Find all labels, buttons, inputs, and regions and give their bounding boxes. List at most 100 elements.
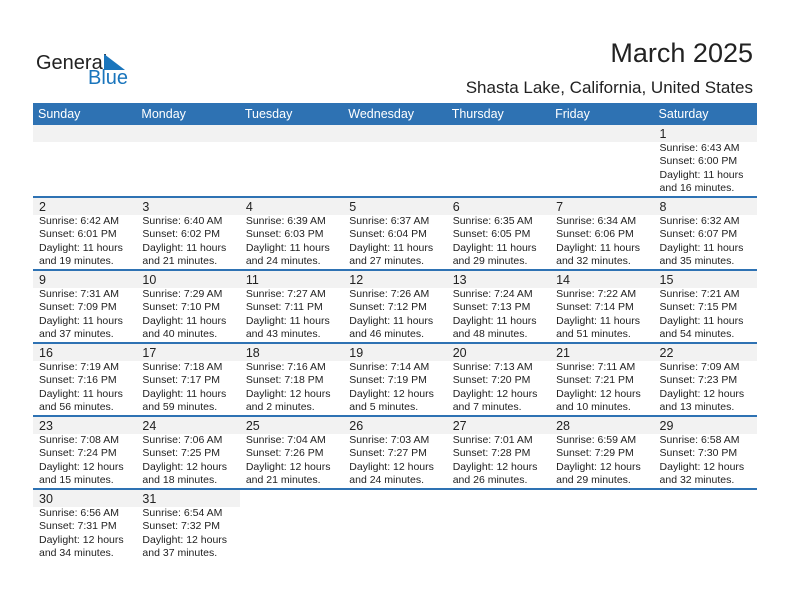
sunset-text: Sunset: 7:15 PM: [659, 301, 738, 314]
daylight-text: Daylight: 11 hours: [142, 314, 227, 327]
day-cell: 31 Sunrise: 6:54 AM Sunset: 7:32 PM Dayligh…: [136, 490, 240, 561]
calendar-grid: Sunday Monday Tuesday Wednesday Thursday Frid…: [33, 103, 757, 561]
sunrise-text: Sunrise: 6:37 AM: [349, 215, 430, 227]
day-number: 26: [343, 417, 447, 434]
minutes-text: and 51 minutes.: [556, 328, 631, 341]
sunrise-text: Sunrise: 7:13 AM: [452, 361, 533, 373]
minutes-text: and 43 minutes.: [245, 328, 321, 341]
daylight-text: Daylight: 11 hours: [659, 241, 744, 254]
daylight-text: Daylight: 11 hours: [245, 314, 330, 327]
weekday-friday: Friday: [555, 107, 590, 121]
day-cell: 19 Sunrise: 7:14 AM Sunset: 7:19 PM Dayligh…: [343, 344, 447, 415]
sunset-text: Sunset: 7:29 PM: [556, 447, 634, 460]
sunrise-text: Sunrise: 7:26 AM: [349, 288, 430, 300]
sunrise-text: Sunrise: 7:19 AM: [39, 361, 119, 373]
day-cell: 25 Sunrise: 7:04 AM Sunset: 7:26 PM Dayligh…: [239, 417, 344, 488]
minutes-text: and 18 minutes.: [142, 474, 218, 487]
empty-cell: [447, 490, 550, 561]
day-number: [447, 490, 550, 507]
day-cell: 3 Sunrise: 6:40 AM Sunset: 6:02 PM Daylight…: [136, 198, 240, 269]
daylight-text: Daylight: 11 hours: [556, 241, 640, 254]
sunrise-text: Sunrise: 7:08 AM: [39, 434, 119, 446]
day-number: [239, 125, 344, 142]
sunrise-text: Sunrise: 7:03 AM: [349, 434, 430, 446]
day-number: [550, 125, 654, 142]
day-number: 8: [653, 198, 757, 215]
empty-cell: [240, 490, 343, 561]
daylight-text: Daylight: 11 hours: [659, 168, 744, 181]
sunset-text: Sunset: 7:21 PM: [556, 374, 634, 387]
week-row: 16 Sunrise: 7:19 AM Sunset: 7:16 PM Dayligh…: [33, 344, 757, 417]
day-number: 9: [33, 271, 137, 288]
day-cell: 21 Sunrise: 7:11 AM Sunset: 7:21 PM Dayligh…: [550, 344, 654, 415]
daylight-text: Daylight: 11 hours: [556, 314, 640, 327]
minutes-text: and 32 minutes.: [659, 474, 735, 487]
day-cell: 20 Sunrise: 7:13 AM Sunset: 7:20 PM Dayligh…: [446, 344, 551, 415]
sunset-text: Sunset: 7:19 PM: [349, 374, 427, 387]
minutes-text: and 7 minutes.: [452, 401, 522, 414]
weekday-header: Sunday Monday Tuesday Wednesday Thursday Frid…: [33, 103, 757, 125]
day-cell: 7 Sunrise: 6:34 AM Sunset: 6:06 PM Daylight…: [550, 198, 654, 269]
day-number: 30: [33, 490, 137, 507]
day-cell: 23 Sunrise: 7:08 AM Sunset: 7:24 PM Dayligh…: [33, 417, 137, 488]
daylight-text: Daylight: 11 hours: [452, 241, 537, 254]
sunset-text: Sunset: 6:07 PM: [659, 228, 738, 241]
sunrise-text: Sunrise: 6:35 AM: [452, 215, 533, 227]
minutes-text: and 54 minutes.: [659, 328, 735, 341]
minutes-text: and 59 minutes.: [142, 401, 218, 414]
sunrise-text: Sunrise: 7:06 AM: [142, 434, 223, 446]
sunset-text: Sunset: 7:31 PM: [39, 520, 117, 533]
minutes-text: and 48 minutes.: [452, 328, 528, 341]
location-subtitle: Shasta Lake, California, United States: [465, 78, 753, 97]
sunrise-text: Sunrise: 7:21 AM: [659, 288, 740, 300]
day-cell: 22 Sunrise: 7:09 AM Sunset: 7:23 PM Dayligh…: [653, 344, 757, 415]
minutes-text: and 40 minutes.: [142, 328, 218, 341]
sunset-text: Sunset: 7:16 PM: [39, 374, 117, 387]
day-cell: 12 Sunrise: 7:26 AM Sunset: 7:12 PM Dayligh…: [343, 271, 447, 342]
day-number: 21: [550, 344, 654, 361]
day-cell: 1 Sunrise: 6:43 AM Sunset: 6:00 PM Daylight…: [653, 125, 757, 196]
minutes-text: and 37 minutes.: [39, 328, 114, 341]
day-number: 22: [653, 344, 757, 361]
day-number: 18: [239, 344, 344, 361]
day-number: 4: [239, 198, 344, 215]
sunrise-text: Sunrise: 6:54 AM: [142, 507, 223, 519]
sunrise-text: Sunrise: 6:59 AM: [556, 434, 637, 446]
day-cell: 16 Sunrise: 7:19 AM Sunset: 7:16 PM Dayligh…: [33, 344, 137, 415]
sunrise-text: Sunrise: 7:01 AM: [452, 434, 533, 446]
day-cell: 5 Sunrise: 6:37 AM Sunset: 6:04 PM Daylight…: [343, 198, 447, 269]
weekday-wednesday: Wednesday: [348, 107, 415, 121]
sunrise-text: Sunrise: 7:31 AM: [39, 288, 119, 300]
week-row: 23 Sunrise: 7:08 AM Sunset: 7:24 PM Dayligh…: [33, 417, 757, 490]
day-number: 14: [550, 271, 654, 288]
sunrise-text: Sunrise: 7:24 AM: [452, 288, 533, 300]
week-row: 9 Sunrise: 7:31 AM Sunset: 7:09 PM Daylight…: [33, 271, 757, 344]
weekday-monday: Monday: [141, 107, 186, 121]
sunset-text: Sunset: 6:01 PM: [39, 228, 117, 241]
minutes-text: and 19 minutes.: [39, 255, 114, 268]
day-number: [240, 490, 343, 507]
minutes-text: and 5 minutes.: [349, 401, 419, 414]
minutes-text: and 24 minutes.: [245, 255, 321, 268]
day-number: [136, 125, 240, 142]
day-cell: 9 Sunrise: 7:31 AM Sunset: 7:09 PM Daylight…: [33, 271, 137, 342]
minutes-text: and 21 minutes.: [245, 474, 321, 487]
sunrise-text: Sunrise: 6:43 AM: [659, 142, 740, 154]
day-number: 20: [446, 344, 551, 361]
daylight-text: Daylight: 12 hours: [245, 387, 331, 400]
minutes-text: and 24 minutes.: [349, 474, 424, 487]
day-number: 31: [136, 490, 240, 507]
day-cell: 11 Sunrise: 7:27 AM Sunset: 7:11 PM Dayligh…: [239, 271, 344, 342]
sunset-text: Sunset: 7:09 PM: [39, 301, 117, 314]
day-cell: 27 Sunrise: 7:01 AM Sunset: 7:28 PM Dayligh…: [446, 417, 551, 488]
minutes-text: and 35 minutes.: [659, 255, 735, 268]
daylight-text: Daylight: 12 hours: [142, 460, 228, 473]
week-row: 30 Sunrise: 6:56 AM Sunset: 7:31 PM Dayligh…: [33, 490, 757, 561]
day-number: [446, 125, 551, 142]
sunrise-text: Sunrise: 6:42 AM: [39, 215, 119, 227]
sunrise-text: Sunrise: 6:34 AM: [556, 215, 637, 227]
day-number: 1: [653, 125, 757, 142]
day-cell: 17 Sunrise: 7:18 AM Sunset: 7:17 PM Dayligh…: [136, 344, 240, 415]
sunset-text: Sunset: 7:11 PM: [245, 301, 323, 314]
day-cell: 2 Sunrise: 6:42 AM Sunset: 6:01 PM Daylight…: [33, 198, 137, 269]
